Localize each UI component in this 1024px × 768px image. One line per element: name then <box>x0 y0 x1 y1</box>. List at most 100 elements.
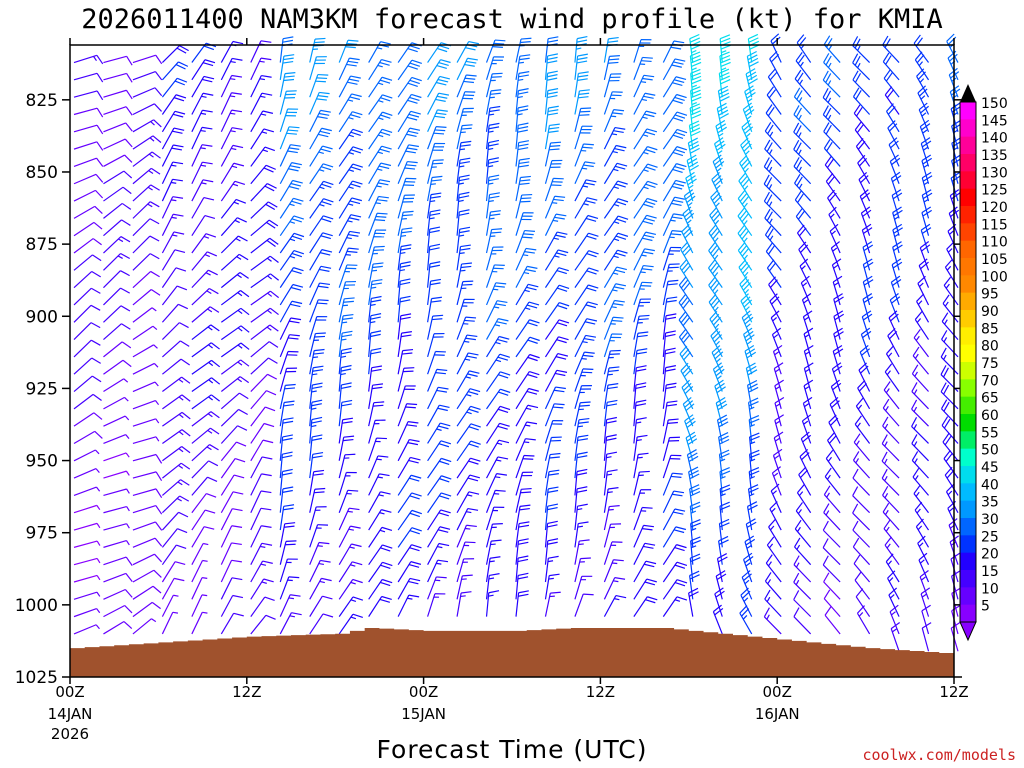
wind-barb-flag <box>346 63 357 67</box>
wind-barb-staff <box>427 316 434 340</box>
wind-barb-flag <box>556 369 568 373</box>
wind-barb-half-flag <box>202 577 208 579</box>
wind-barb-staff <box>862 299 871 323</box>
wind-barb-staff <box>73 189 96 202</box>
wind-barb-staff <box>73 393 94 410</box>
wind-barb-flag <box>235 198 247 204</box>
wind-barb-half-flag <box>95 468 100 473</box>
wind-barb-flag <box>684 189 694 197</box>
wind-barb-flag <box>402 348 414 352</box>
wind-barb-staff <box>161 94 177 115</box>
wind-barb-flag <box>352 180 363 185</box>
wind-barb-staff <box>633 181 649 202</box>
wind-barb-half-flag <box>152 325 158 330</box>
wind-barb-staff <box>633 402 637 427</box>
wind-barb-staff <box>220 290 241 306</box>
wind-barb-flag <box>341 403 352 407</box>
wind-barb-staff <box>220 180 236 202</box>
wind-barb-flag <box>740 158 749 167</box>
wind-barb-staff <box>662 247 672 271</box>
wind-barb-flag <box>711 345 721 353</box>
wind-barb-staff <box>662 437 671 461</box>
wind-barb-staff <box>862 247 871 271</box>
wind-barb-staff <box>823 44 841 63</box>
wind-barb-flag <box>645 148 656 154</box>
wind-barb-flag <box>881 451 888 462</box>
wind-barb-flag <box>467 391 479 396</box>
wind-barb-flag <box>400 261 411 265</box>
wind-barb-flag <box>409 547 420 552</box>
wind-barb-staff <box>544 90 549 115</box>
wind-barb-staff <box>803 368 812 392</box>
wind-barb-staff <box>918 559 930 583</box>
wind-barb-half-flag <box>828 45 833 51</box>
wind-barb-half-flag <box>178 396 184 401</box>
wind-barb-flag <box>497 425 508 430</box>
wind-barb-half-flag <box>553 237 559 240</box>
wind-barb-flag <box>691 96 702 102</box>
wind-barb-staff <box>574 436 579 461</box>
wind-barb-flag <box>153 569 162 578</box>
wind-barb-flag <box>825 172 834 182</box>
wind-barb-staff <box>771 334 782 358</box>
wind-barb-flag <box>615 252 626 257</box>
wind-barb-flag <box>684 414 694 422</box>
colorbar-swatch <box>960 552 976 571</box>
wind-barb-half-flag <box>495 359 502 363</box>
wind-barb-staff <box>544 267 560 288</box>
wind-barb-staff <box>220 342 242 358</box>
wind-barb-staff <box>662 315 667 340</box>
colorbar-level-label: 125 <box>981 183 1008 199</box>
wind-barb-staff <box>485 90 492 115</box>
wind-barb-flag <box>438 45 450 50</box>
wind-barb-staff <box>162 394 183 410</box>
wind-barb-flag <box>793 157 800 167</box>
wind-barb-half-flag <box>855 458 860 464</box>
wind-barb-flag <box>125 556 133 566</box>
wind-barb-flag <box>638 452 649 456</box>
wind-barb-flag <box>719 68 730 74</box>
wind-barb-staff <box>397 263 402 288</box>
wind-barb-staff <box>309 578 322 600</box>
wind-barb-flag <box>264 146 276 152</box>
wind-barb-flag <box>891 296 901 304</box>
wind-barb-staff <box>427 229 431 254</box>
wind-barb-staff <box>662 596 678 617</box>
wind-barb-flag <box>606 434 617 438</box>
wind-barb-staff <box>279 541 287 565</box>
wind-barb-half-flag <box>347 510 353 513</box>
wind-barb-staff <box>220 217 238 237</box>
wind-barb-flag <box>468 460 479 465</box>
wind-barb-half-flag <box>691 102 697 106</box>
wind-barb-flag <box>464 77 476 80</box>
wind-barb-flag <box>382 94 393 99</box>
wind-barb-flag <box>293 215 304 220</box>
wind-barb-half-flag <box>916 318 922 323</box>
x-tick-label: 00Z <box>409 683 438 701</box>
wind-barb-flag <box>855 588 864 598</box>
wind-barb-flag <box>370 316 381 320</box>
wind-barb-flag <box>717 106 728 113</box>
wind-barb-flag <box>409 62 420 67</box>
wind-barb-half-flag <box>126 523 130 529</box>
wind-barb-flag <box>680 331 689 341</box>
wind-barb-flag <box>585 200 596 204</box>
wind-barb-flag <box>430 300 442 303</box>
wind-barb-flag <box>550 452 561 456</box>
wind-barb-staff <box>852 79 871 98</box>
wind-barb-staff <box>309 384 313 409</box>
wind-barb-flag <box>312 451 324 455</box>
wind-barb-staff <box>309 266 322 288</box>
wind-barb-half-flag <box>768 149 773 155</box>
wind-barb-flag <box>827 189 835 199</box>
wind-barb-staff <box>889 611 900 635</box>
wind-barb-half-flag <box>148 170 154 174</box>
wind-barb-flag <box>798 227 807 237</box>
wind-barb-staff <box>73 339 92 358</box>
wind-barb-flag <box>517 129 528 133</box>
wind-barb-flag <box>825 107 832 118</box>
wind-barb-flag <box>671 202 682 207</box>
wind-barb-half-flag <box>923 181 929 186</box>
wind-barb-staff <box>161 231 175 254</box>
wind-barb-half-flag <box>525 307 531 310</box>
